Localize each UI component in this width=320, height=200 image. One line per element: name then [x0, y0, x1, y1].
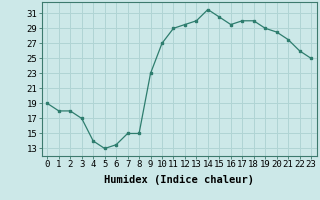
X-axis label: Humidex (Indice chaleur): Humidex (Indice chaleur)	[104, 175, 254, 185]
